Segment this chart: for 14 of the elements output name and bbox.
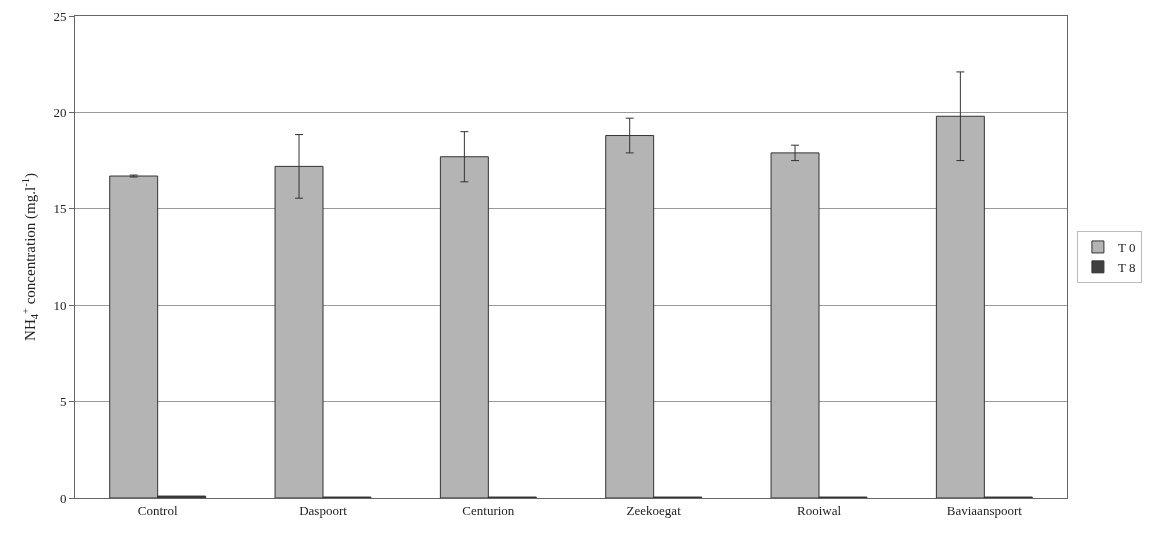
y-tick-label: 10 [53, 297, 67, 313]
y-tick-label: 25 [53, 8, 67, 24]
x-tick-label: Control [137, 502, 178, 518]
legend-label: T 8 [1117, 259, 1136, 275]
legend-label: T 0 [1117, 240, 1136, 256]
x-tick-label: Rooiwal [796, 502, 842, 518]
y-tick-label: 20 [53, 104, 67, 120]
x-tick-label: Baviaanspoort [946, 502, 1023, 518]
x-tick-label: Centurion [462, 502, 515, 518]
y-tick-label: 0 [59, 490, 67, 506]
y-tick-label: 5 [59, 394, 67, 410]
y-tick-label: 15 [53, 201, 67, 217]
x-tick-label: Daspoort [299, 502, 348, 518]
x-tick-label: Zeekoegat [626, 502, 682, 518]
